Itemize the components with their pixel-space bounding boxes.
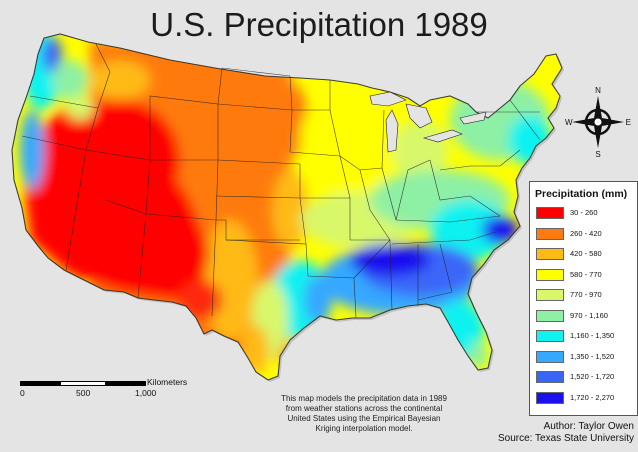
legend-item: 1,160 - 1,350 [536,330,636,343]
legend-swatch [536,309,564,322]
scale-segment-2 [60,381,106,386]
legend-swatch [536,207,564,219]
credits: Author: Taylor Owen Source: Texas State … [498,421,634,445]
legend-swatch [536,248,564,260]
scale-tick-500: 500 [76,388,91,398]
legend-swatch [536,289,564,301]
legend-label: 1,720 - 2,270 [570,392,615,402]
scale-segment-1 [20,381,60,386]
compass-arrow-west [572,118,598,126]
legend-item: 260 - 420 [536,227,636,241]
author-credit: Author: Taylor Owen [543,421,634,432]
legend-swatch [536,330,564,342]
legend-swatch [536,391,564,404]
legend-swatch [536,350,564,363]
legend-item: 1,350 - 1,520 [536,350,636,364]
great-lakes [369,91,487,153]
legend-label: 1,520 - 1,720 [570,372,615,381]
compass-label-north: N [595,86,601,95]
legend-label: 420 - 580 [570,249,602,258]
legend: Precipitation (mm) 30 - 260 260 - 420 420 … [529,181,638,416]
map-title: U.S. Precipitation 1989 [150,6,488,43]
legend-label: 30 - 260 [570,208,598,217]
legend-label: 260 - 420 [570,228,602,238]
scale-bar: Kilometers 0 500 1,000 [20,377,220,401]
legend-item: 1,720 - 2,270 [536,391,636,405]
legend-item: 970 - 1,160 [536,309,636,323]
legend-label: 970 - 1,160 [570,310,608,320]
methodology-note: This map models the precipitation data i… [281,394,447,433]
compass-arrow-east [598,118,624,126]
scale-tick-1000: 1,000 [135,388,157,398]
compass-label-east: E [626,118,631,127]
legend-label: 1,160 - 1,350 [570,331,615,340]
legend-label: 770 - 970 [570,290,602,299]
legend-item: 30 - 260 [536,207,636,220]
compass-arrow-south [594,122,602,148]
legend-item: 770 - 970 [536,289,636,302]
legend-item: 420 - 580 [536,248,636,261]
legend-swatch [536,268,564,281]
legend-item: 580 - 770 [536,268,636,282]
source-credit: Source: Texas State University [498,433,634,444]
legend-swatch [536,371,564,383]
legend-item: 1,520 - 1,720 [536,371,636,384]
scale-tick-0: 0 [20,388,25,398]
scale-segment-3 [106,381,146,386]
legend-label: 580 - 770 [570,269,602,279]
legend-label: 1,350 - 1,520 [570,351,615,361]
compass-label-south: S [595,150,600,158]
compass-label-west: W [565,118,573,127]
scale-unit-label: Kilometers [147,377,188,387]
compass-arrow-north [594,96,602,122]
state-boundaries [11,33,563,381]
legend-title: Precipitation (mm) [535,188,628,200]
legend-swatch [536,227,564,240]
compass-rose: N S E W [565,86,631,158]
